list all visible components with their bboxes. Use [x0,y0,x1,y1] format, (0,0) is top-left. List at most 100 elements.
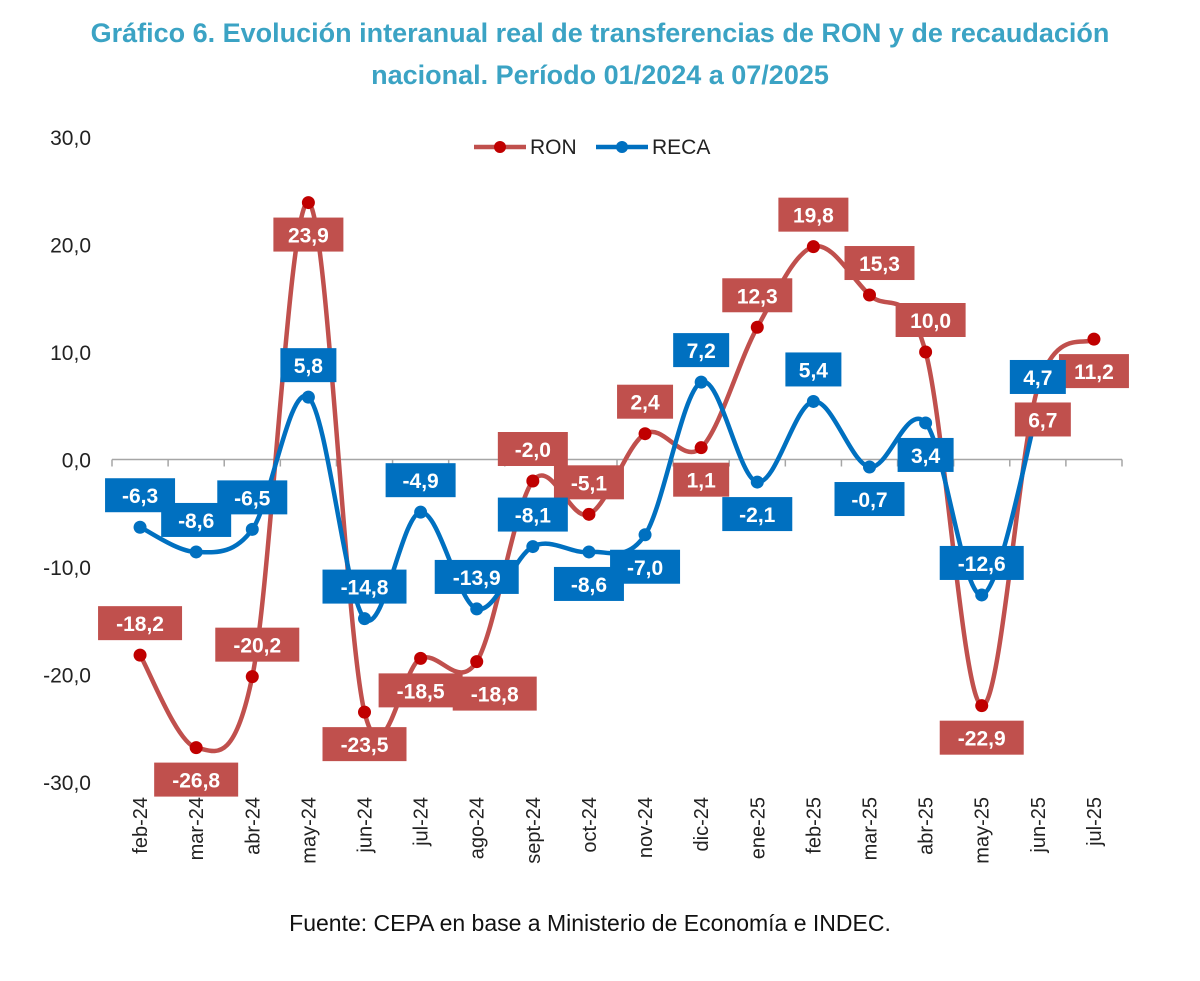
data-label-text: -18,8 [471,684,519,707]
data-label-reca: 4,7 [1009,359,1066,394]
data-point-reca [245,522,259,536]
data-label-ron: 19,8 [778,197,849,232]
chart-legend: RON RECA [474,136,710,159]
data-label-ron: -18,8 [452,676,537,711]
data-label-box [553,465,624,500]
data-label-text: 10,0 [910,310,951,333]
data-label-ron: 2,4 [617,384,674,419]
data-point-reca [582,545,596,559]
data-point-reca [750,475,764,489]
data-point-ron [526,474,540,488]
data-label-box [617,384,674,419]
data-label-reca: -8,1 [497,497,568,532]
data-label-ron: 23,9 [273,217,344,252]
data-label-text: -12,6 [958,553,1006,576]
x-tick-label: nov-24 [635,797,657,858]
data-label-text: 4,7 [1023,367,1052,390]
data-label-box [378,673,463,708]
y-tick-label: -20,0 [43,665,91,688]
x-tick-label: feb-24 [130,797,152,854]
data-label-reca: -6,3 [105,478,176,513]
chart-title: Gráfico 6. Evolución interanual real de … [0,12,1200,96]
data-point-ron [694,441,708,455]
data-point-ron [358,705,371,719]
source-note: Fuente: CEPA en base a Ministerio de Eco… [289,910,891,936]
legend-marker-ron [494,141,506,153]
data-point-ron [301,196,315,210]
data-point-ron [1087,332,1101,346]
x-tick-label: feb-25 [803,797,825,854]
data-label-ron: 6,7 [1014,402,1071,437]
y-tick-label: 20,0 [50,235,91,258]
data-label-reca: 3,4 [897,437,954,472]
y-tick-label: -10,0 [43,557,91,580]
data-label-ron: -2,0 [497,432,568,466]
data-point-reca [806,394,820,408]
data-label-text: -18,2 [116,613,164,636]
data-label-reca: -14,8 [322,569,407,604]
data-label-box [834,482,905,517]
data-label-text: -22,9 [958,728,1006,751]
data-label-text: 5,4 [799,359,829,382]
data-label-text: -0,7 [851,489,887,512]
data-point-reca [414,505,428,519]
data-label-box [215,627,300,662]
data-label-text: 2,4 [630,392,660,415]
data-label-text: 15,3 [859,253,900,276]
chart-axes: 30,0 20,0 10,0 0,0 -10,0 -20,0 -30,0 feb-24 mar-… [43,127,1123,864]
data-point-ron [750,320,764,334]
chart-title-line-2: nacional. Período 01/2024 a 07/2025 [371,60,829,90]
data-label-reca: -4,9 [385,463,456,498]
data-label-text: 6,7 [1028,409,1057,432]
x-tick-label: jun-25 [1028,797,1050,854]
data-label-reca: -8,6 [161,502,232,537]
data-label-text: 19,8 [793,205,834,228]
chart-data-labels: -18,2 -26,8 -20,2 23,9 -23,5 -18,5 -18,8 -2,0 -5… [98,197,1129,797]
data-label-box [673,462,730,497]
data-label-text: 1,1 [687,470,717,493]
x-tick-label: mar-24 [186,797,208,860]
x-tick-label: oct-24 [579,797,601,853]
data-point-ron [806,240,820,254]
data-label-box [452,676,537,711]
data-label-box [895,303,966,337]
data-label-box [98,606,183,641]
data-label-ron: 1,1 [673,462,730,497]
data-label-box [1058,354,1129,389]
data-point-ron [863,288,876,302]
data-label-ron: -22,9 [939,720,1024,755]
data-label-box [722,278,793,313]
data-label-reca: -2,1 [722,497,793,532]
data-label-text: -4,9 [403,470,439,493]
data-label-reca: 5,4 [785,352,842,387]
data-point-reca [863,460,876,474]
data-point-reca [358,612,371,626]
data-label-text: 5,8 [294,355,324,378]
data-label-box [610,549,681,584]
data-label-box [778,197,849,232]
x-tick-label: jul-24 [411,797,433,847]
legend-marker-reca [616,141,628,153]
data-label-box [322,569,407,604]
data-label-reca: -12,6 [939,545,1024,580]
data-label-text: -8,6 [571,574,607,597]
data-label-text: -14,8 [341,577,389,600]
x-tick-label: may-25 [972,797,994,864]
data-label-box [280,348,337,383]
data-point-reca [975,588,989,602]
data-label-box [844,246,915,281]
y-tick-label: 0,0 [62,450,91,473]
data-label-ron: -20,2 [215,627,300,662]
data-label-box [939,720,1024,755]
data-label-box [497,497,568,532]
x-tick-label: mar-25 [860,797,882,860]
data-label-text: -18,5 [397,680,445,703]
data-point-ron [245,670,259,684]
data-label-box [939,545,1024,580]
x-tick-label: jul-25 [1084,797,1106,847]
data-point-reca [526,540,540,554]
data-label-box [673,333,730,368]
x-tick-label: ago-24 [467,797,489,859]
data-label-text: -2,1 [739,504,776,527]
y-tick-label: -30,0 [43,772,91,795]
